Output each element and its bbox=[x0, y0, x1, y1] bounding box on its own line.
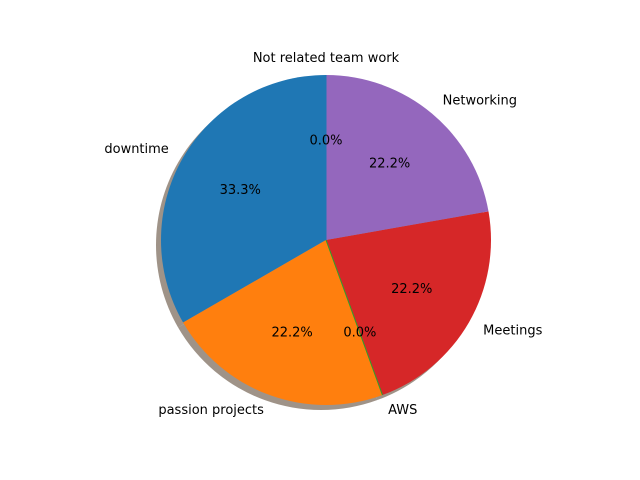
category-label-meetings: Meetings bbox=[483, 323, 542, 338]
category-label-downtime: downtime bbox=[104, 142, 168, 157]
category-label-passion-projects: passion projects bbox=[158, 403, 264, 418]
percent-label-passion-projects: 22.2% bbox=[271, 326, 312, 341]
percent-label-downtime: 33.3% bbox=[220, 183, 261, 198]
wedge-meetings bbox=[326, 211, 491, 396]
category-label-not-related-team-work: Not related team work bbox=[253, 51, 400, 66]
wedge-downtime bbox=[161, 75, 326, 323]
pie-leader-lines bbox=[325, 75, 383, 396]
percent-label-networking: 22.2% bbox=[369, 157, 410, 172]
category-label-aws: AWS bbox=[388, 403, 417, 418]
percent-label-meetings: 22.2% bbox=[391, 282, 432, 297]
percent-label-not-related-team-work: 0.0% bbox=[309, 134, 342, 149]
wedge-networking bbox=[326, 75, 489, 240]
pie-category-labels: Not related team work downtime passion pro… bbox=[104, 51, 542, 418]
category-label-networking: Networking bbox=[443, 93, 517, 108]
pie-percent-labels: 0.0% 33.3% 22.2% 0.0% 22.2% 22.2% bbox=[220, 134, 433, 341]
wedge-aws bbox=[325, 239, 383, 396]
wedge-passion-projects bbox=[183, 240, 383, 405]
percent-label-aws: 0.0% bbox=[343, 326, 376, 341]
pie-wedges bbox=[161, 75, 491, 405]
